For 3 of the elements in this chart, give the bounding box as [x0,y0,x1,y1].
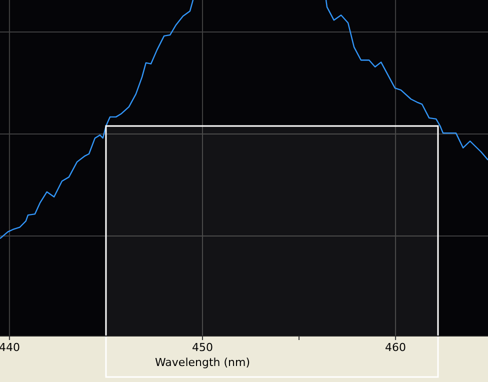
x-tick-label: 460 [385,341,406,354]
x-tick-label: 450 [192,341,213,354]
x-axis-title: Wavelength (nm) [155,356,250,369]
